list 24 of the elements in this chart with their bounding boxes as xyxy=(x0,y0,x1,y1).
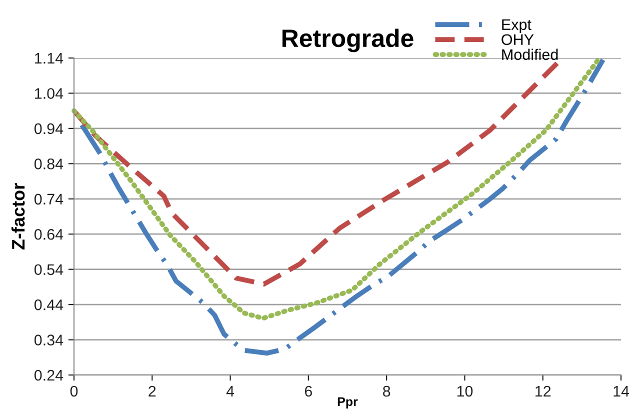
x-tick-label: 12 xyxy=(536,386,551,396)
x-tick-label: 10 xyxy=(457,386,473,397)
y-axis-title: Z-factor xyxy=(11,183,25,250)
legend-label: Modified xyxy=(502,48,558,60)
y-tick-label: 0.24 xyxy=(34,370,64,381)
x-tick-label: 0 xyxy=(70,386,78,397)
y-tick-label: 0.94 xyxy=(34,123,64,134)
y-tick-label: 0.84 xyxy=(34,158,64,170)
y-tick-label: 0.74 xyxy=(34,194,64,205)
x-tick-label: 14 xyxy=(614,386,630,396)
legend-label: Expt xyxy=(502,19,532,34)
chart-title: Retrograde xyxy=(282,28,414,52)
x-tick-label: 4 xyxy=(226,386,234,396)
y-tick-label: 0.54 xyxy=(34,264,64,276)
y-tick-label: 1.04 xyxy=(35,88,64,99)
y-tick-label: 0.64 xyxy=(34,228,64,240)
y-tick-label: 0.34 xyxy=(34,334,64,346)
y-tick-label: 0.44 xyxy=(34,299,64,310)
legend-label: OHY xyxy=(502,34,534,46)
x-tick-label: 8 xyxy=(382,386,390,397)
x-axis-title: Ppr xyxy=(338,397,358,409)
x-tick-label: 6 xyxy=(304,386,312,397)
x-tick-label: 2 xyxy=(148,386,156,396)
y-tick-label: 1.14 xyxy=(35,53,64,64)
